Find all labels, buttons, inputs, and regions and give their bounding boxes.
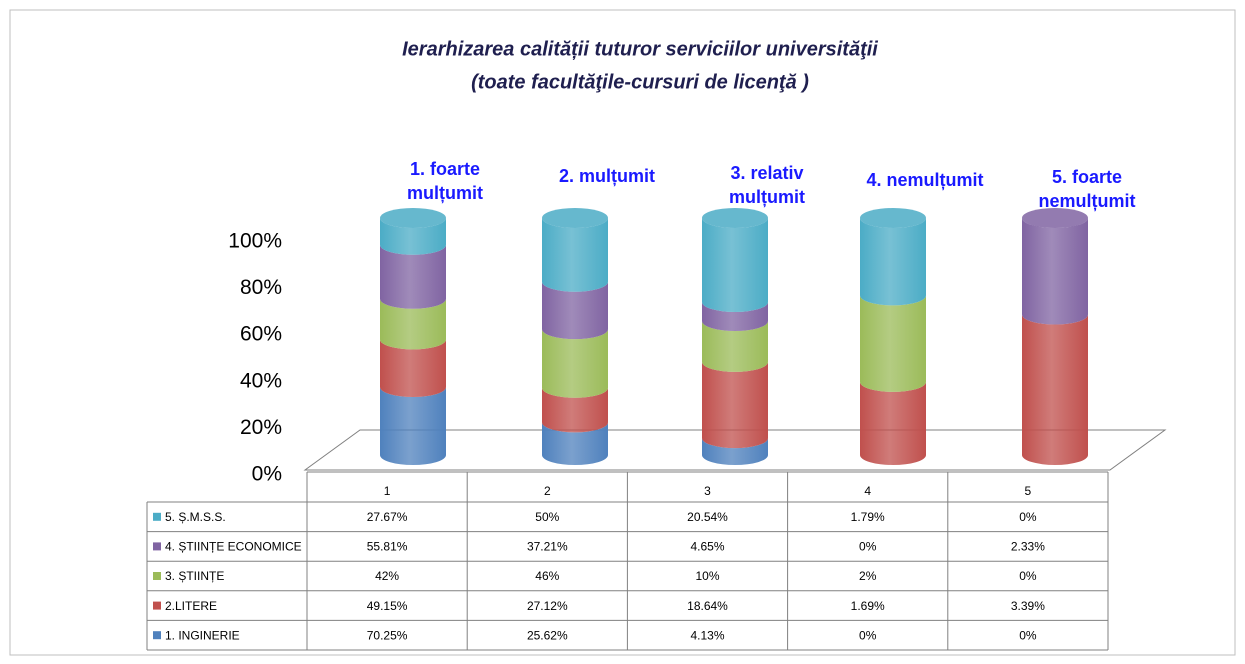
legend-label: 4. ȘTIINȚE ECONOMICE xyxy=(165,540,302,554)
column-annotation: nemulțumit xyxy=(1039,191,1136,211)
column-annotation: 3. relativ xyxy=(730,163,803,183)
legend-label: 2.LITERE xyxy=(165,599,217,613)
column-annotation: 4. nemulțumit xyxy=(866,170,983,190)
legend-swatch xyxy=(153,601,161,610)
cylinder-top xyxy=(860,208,926,228)
chart-title: Ierarhizarea calității tuturor serviciil… xyxy=(402,38,878,60)
legend-swatch xyxy=(153,572,161,580)
cylinder-segment xyxy=(542,218,608,292)
column-annotation: 5. foarte xyxy=(1052,167,1122,187)
data-label: 2.33% xyxy=(1011,540,1045,554)
x-tick-label: 4 xyxy=(864,484,871,498)
cylinder-segment xyxy=(542,422,608,465)
data-label: 20.54% xyxy=(687,510,728,524)
legend-swatch xyxy=(153,631,161,640)
x-tick-label: 2 xyxy=(544,484,551,498)
cylinder-top xyxy=(1022,208,1088,228)
y-tick-label: 20% xyxy=(240,416,282,439)
y-tick-label: 80% xyxy=(240,276,282,299)
data-label: 3.39% xyxy=(1011,599,1045,613)
y-tick-label: 100% xyxy=(228,230,282,253)
cylinder-segment xyxy=(380,387,446,465)
data-label: 0% xyxy=(859,540,877,554)
y-tick-label: 40% xyxy=(240,369,282,392)
column-annotation: mulțumit xyxy=(729,187,805,207)
data-label: 18.64% xyxy=(687,599,728,613)
column-annotation: mulțumit xyxy=(407,183,483,203)
data-label: 27.12% xyxy=(527,599,568,613)
data-label: 46% xyxy=(535,569,559,583)
data-label: 0% xyxy=(1019,628,1037,642)
data-label: 70.25% xyxy=(367,628,408,642)
cylinder-segment xyxy=(860,381,926,465)
cylinder-top xyxy=(702,208,768,228)
legend-label: 3. ȘTIINȚE xyxy=(165,569,224,583)
data-label: 1.79% xyxy=(851,510,885,524)
cylinder-segment xyxy=(380,218,446,255)
cylinder-segment xyxy=(702,438,768,465)
data-label: 4.13% xyxy=(690,628,724,642)
cylinder-segment xyxy=(542,387,608,433)
data-label: 27.67% xyxy=(367,510,408,524)
cylinder-segment xyxy=(1022,218,1088,325)
cylinder-segment xyxy=(702,321,768,372)
data-label: 4.65% xyxy=(690,540,724,554)
y-tick-label: 60% xyxy=(240,323,282,346)
data-label: 10% xyxy=(695,569,719,583)
cylinder-segment xyxy=(380,298,446,350)
data-label: 0% xyxy=(1019,510,1037,524)
legend-swatch xyxy=(153,542,161,551)
cylinder-top xyxy=(542,208,608,228)
legend-label: 5. Ș.M.S.S. xyxy=(165,510,226,524)
cylinder-segment xyxy=(702,361,768,449)
legend-label: 1. INGINERIE xyxy=(165,628,240,642)
data-label: 2% xyxy=(859,569,877,583)
data-label: 50% xyxy=(535,510,559,524)
data-label: 1.69% xyxy=(851,599,885,613)
x-tick-label: 1 xyxy=(384,484,391,498)
cylinder-segment xyxy=(702,301,768,332)
data-label: 37.21% xyxy=(527,540,568,554)
data-label: 0% xyxy=(1019,569,1037,583)
data-label: 0% xyxy=(859,628,877,642)
chart-subtitle: (toate facultăţile-cursuri de licenţă ) xyxy=(471,71,809,93)
cylinder-segment xyxy=(380,339,446,398)
x-tick-label: 5 xyxy=(1025,484,1032,498)
cylinder-segment xyxy=(542,281,608,340)
column-annotation: 2. mulțumit xyxy=(559,166,655,186)
floor xyxy=(303,429,1167,471)
cylinder-segment xyxy=(860,295,926,392)
x-tick-label: 3 xyxy=(704,484,711,498)
column-annotation: 1. foarte xyxy=(410,159,480,179)
data-label: 42% xyxy=(375,569,399,583)
cylinder-segment xyxy=(380,244,446,309)
cylinder-segment xyxy=(542,329,608,398)
data-label: 49.15% xyxy=(367,599,408,613)
data-label: 55.81% xyxy=(367,540,408,554)
legend-swatch xyxy=(153,512,161,521)
cylinder-top xyxy=(380,208,446,228)
cylinder-segment xyxy=(860,218,926,306)
y-tick-label: 0% xyxy=(252,463,282,486)
cylinder-segment xyxy=(702,218,768,312)
cylinder-segment xyxy=(1022,314,1088,465)
data-label: 25.62% xyxy=(527,628,568,642)
